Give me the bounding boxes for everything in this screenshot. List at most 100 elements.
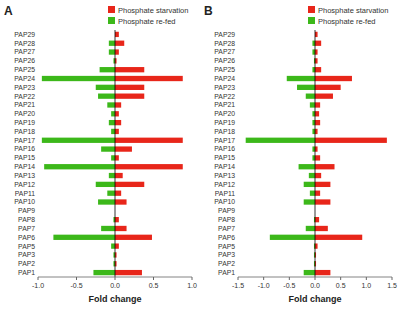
tick	[392, 277, 393, 280]
tick-label: 0.5	[149, 282, 159, 289]
legend: Phosphate starvation Phosphate re-fed	[108, 6, 188, 26]
category-label: PAP8	[18, 216, 35, 223]
bar	[107, 191, 115, 196]
category-label: PAP29	[214, 31, 235, 38]
bar	[315, 270, 330, 275]
tick-label: 1.5	[387, 282, 397, 289]
category-label: PAP29	[14, 31, 35, 38]
bar	[115, 94, 144, 99]
panel: B Phosphate starvationPhosphate re-fed PAP…	[204, 4, 397, 304]
tick	[238, 277, 239, 280]
bar	[299, 164, 315, 169]
tick-label: -1.0	[258, 282, 270, 289]
tick	[340, 277, 341, 280]
legend-label: Phosphate re-fed	[118, 17, 176, 26]
category-label: PAP9	[218, 207, 235, 214]
panel-title: A	[4, 4, 13, 18]
bar	[315, 102, 320, 107]
bar	[304, 270, 315, 275]
bar	[246, 138, 315, 143]
category-label: PAP20	[214, 110, 235, 117]
bar	[44, 164, 115, 169]
bar	[115, 235, 152, 240]
bar	[115, 226, 127, 231]
bar	[315, 76, 352, 81]
category-label: PAP18	[14, 128, 35, 135]
category-label: PAP10	[214, 198, 235, 205]
category-label: PAP9	[18, 207, 35, 214]
bar	[315, 217, 319, 222]
bar	[115, 243, 119, 248]
bar	[101, 146, 115, 151]
tick-label: 1.0	[361, 282, 371, 289]
panel-title: B	[204, 4, 213, 18]
category-label: PAP25	[14, 66, 35, 73]
category-label: PAP23	[14, 84, 35, 91]
bar	[115, 199, 127, 204]
tick	[289, 277, 290, 280]
category-label: PAP23	[214, 84, 235, 91]
bar	[315, 138, 387, 143]
category-label: PAP26	[214, 57, 235, 64]
bar	[315, 85, 341, 90]
bar	[115, 217, 119, 222]
category-label: PAP20	[14, 110, 35, 117]
category-label: PAP13	[14, 172, 35, 179]
category-label: PAP14	[14, 163, 35, 170]
category-label: PAP24	[214, 75, 235, 82]
category-label: PAP2	[18, 260, 35, 267]
bar	[315, 173, 321, 178]
category-label: PAP28	[214, 40, 235, 47]
bar	[111, 129, 115, 134]
category-label: PAP3	[218, 251, 235, 258]
bar	[42, 76, 115, 81]
category-label: PAP25	[214, 66, 235, 73]
bar	[315, 199, 330, 204]
tick-label: -1.0	[32, 282, 44, 289]
bar	[315, 111, 319, 116]
category-label: PAP2	[218, 260, 235, 267]
legend-swatch	[108, 6, 115, 13]
category-label: PAP6	[218, 234, 235, 241]
tick-label: -0.5	[283, 282, 295, 289]
bar	[96, 182, 115, 187]
bar	[115, 138, 183, 143]
tick	[153, 277, 154, 280]
bar	[309, 173, 315, 178]
zero-line	[315, 30, 316, 277]
category-label: PAP21	[14, 101, 35, 108]
category-label: PAP19	[14, 119, 35, 126]
bar	[306, 94, 315, 99]
bar	[100, 67, 115, 72]
tick	[115, 277, 116, 280]
category-label: PAP17	[214, 137, 235, 144]
category-label: PAP14	[214, 163, 235, 170]
bar	[107, 102, 115, 107]
bar	[310, 102, 315, 107]
bar	[115, 85, 144, 90]
tick-label: -0.5	[70, 282, 82, 289]
category-label: PAP11	[15, 190, 35, 197]
tick	[76, 277, 77, 280]
category-label: PAP28	[14, 40, 35, 47]
bar	[315, 235, 362, 240]
legend-label: Phosphate starvation	[318, 6, 388, 15]
tick-label: 0.5	[336, 282, 346, 289]
legend: Phosphate starvationPhosphate re-fed	[308, 6, 388, 26]
category-label: PAP7	[218, 225, 235, 232]
category-label: PAP13	[214, 172, 235, 179]
bar	[96, 85, 115, 90]
category-label: PAP15	[14, 154, 35, 161]
bar	[115, 49, 119, 54]
legend-swatch	[108, 17, 115, 24]
bar	[111, 111, 115, 116]
category-label: PAP10	[14, 198, 35, 205]
panel: A Phosphate starvation Phosphate re-fed PAP…	[4, 4, 197, 304]
bar	[315, 94, 333, 99]
x-axis-label: Fold change	[288, 294, 341, 304]
legend-label: Phosphate starvation	[118, 6, 188, 15]
tick-label: 0.0	[310, 282, 320, 289]
category-label: PAP17	[14, 137, 35, 144]
bar	[115, 146, 132, 151]
tick	[366, 277, 367, 280]
